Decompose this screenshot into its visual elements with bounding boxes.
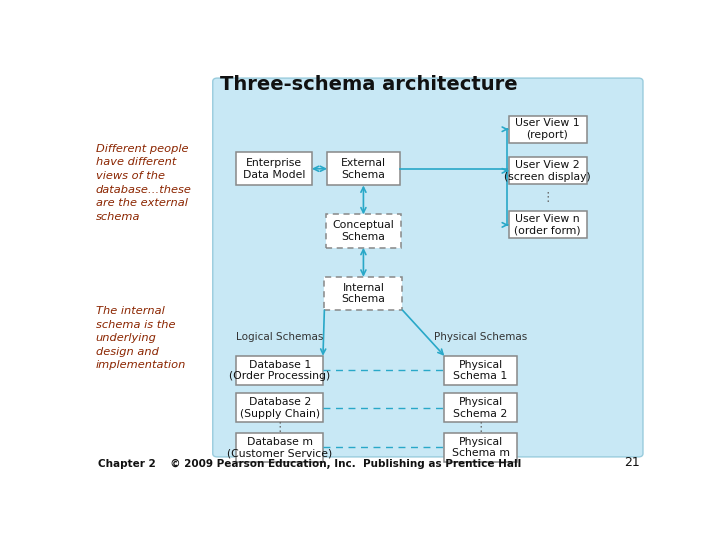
Text: Database 2
(Supply Chain): Database 2 (Supply Chain) — [240, 397, 320, 418]
Text: Physical
Schema m: Physical Schema m — [451, 436, 510, 458]
FancyBboxPatch shape — [236, 356, 323, 385]
FancyBboxPatch shape — [236, 393, 323, 422]
FancyBboxPatch shape — [327, 152, 400, 185]
FancyBboxPatch shape — [324, 277, 402, 310]
FancyBboxPatch shape — [325, 214, 401, 248]
Text: User View n
(order form): User View n (order form) — [514, 214, 581, 235]
FancyBboxPatch shape — [508, 211, 587, 238]
Text: Different people
have different
views of the
database…these
are the external
sch: Different people have different views of… — [96, 144, 192, 222]
FancyBboxPatch shape — [444, 356, 517, 385]
FancyBboxPatch shape — [444, 433, 517, 462]
Text: Physical
Schema 1: Physical Schema 1 — [454, 360, 508, 381]
Text: ⋮: ⋮ — [474, 421, 487, 434]
Text: ⋮: ⋮ — [274, 421, 286, 434]
Text: Enterprise
Data Model: Enterprise Data Model — [243, 158, 305, 179]
FancyBboxPatch shape — [236, 152, 312, 185]
Text: ⋮: ⋮ — [541, 191, 554, 204]
FancyBboxPatch shape — [213, 78, 643, 457]
Text: The internal
schema is the
underlying
design and
implementation: The internal schema is the underlying de… — [96, 306, 186, 370]
Text: Three-schema architecture: Three-schema architecture — [220, 75, 518, 94]
Text: 21: 21 — [624, 456, 639, 469]
FancyBboxPatch shape — [444, 393, 517, 422]
FancyBboxPatch shape — [508, 116, 587, 143]
FancyBboxPatch shape — [508, 157, 587, 184]
Text: Physical
Schema 2: Physical Schema 2 — [454, 397, 508, 418]
Text: Physical Schemas: Physical Schemas — [434, 332, 527, 342]
Text: External
Schema: External Schema — [341, 158, 386, 179]
Text: Internal
Schema: Internal Schema — [341, 283, 385, 305]
Text: User View 2
(screen display): User View 2 (screen display) — [504, 160, 591, 181]
Text: User View 1
(report): User View 1 (report) — [516, 118, 580, 140]
Text: Database m
(Customer Service): Database m (Customer Service) — [227, 436, 333, 458]
Text: Logical Schemas: Logical Schemas — [236, 332, 323, 342]
FancyBboxPatch shape — [236, 433, 323, 462]
Text: Chapter 2    © 2009 Pearson Education, Inc.  Publishing as Prentice Hall: Chapter 2 © 2009 Pearson Education, Inc.… — [99, 459, 521, 469]
Text: Database 1
(Order Processing): Database 1 (Order Processing) — [229, 360, 330, 381]
Text: Conceptual
Schema: Conceptual Schema — [333, 220, 395, 242]
